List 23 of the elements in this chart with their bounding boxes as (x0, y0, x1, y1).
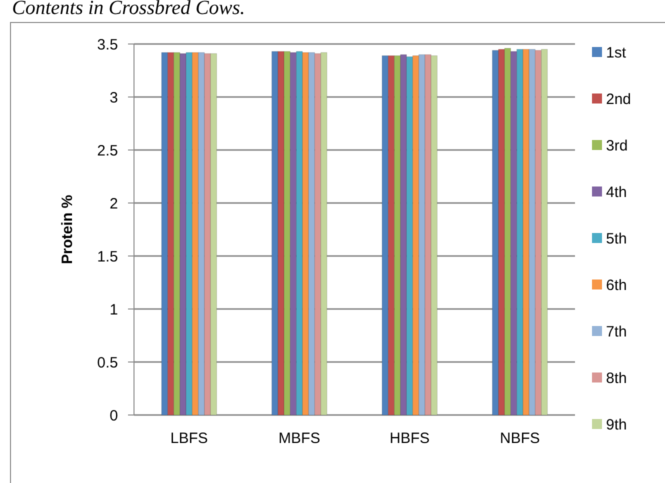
legend-label: 3rd (606, 137, 628, 154)
y-axis-title: Protein % (59, 194, 76, 264)
legend-label: 8th (606, 370, 627, 387)
legend-label: 4th (606, 184, 627, 201)
y-tick-label: 1 (110, 301, 118, 318)
y-tick-label: 3 (110, 89, 118, 106)
y-tick-label: 2 (110, 195, 118, 212)
x-tick-label: MBFS (278, 430, 320, 447)
chart-title: Contents in Crossbred Cows. (12, 0, 245, 19)
x-tick-label: LBFS (170, 430, 208, 447)
legend-label: 1st (606, 44, 627, 62)
x-tick-label: NBFS (500, 430, 540, 447)
legend-label: 2nd (606, 90, 632, 108)
y-tick-label: 0.5 (97, 354, 118, 372)
y-tick-label: 3.5 (97, 36, 118, 54)
y-tick-label: 2.5 (97, 142, 118, 160)
legend-label: 9th (606, 416, 627, 434)
x-tick-label: HBFS (390, 430, 430, 447)
y-tick-label: 0 (110, 407, 118, 424)
y-tick-label: 1.5 (97, 248, 118, 266)
legend-label: 5th (606, 230, 627, 248)
legend-label: 6th (606, 276, 627, 294)
legend-label: 7th (606, 323, 627, 340)
